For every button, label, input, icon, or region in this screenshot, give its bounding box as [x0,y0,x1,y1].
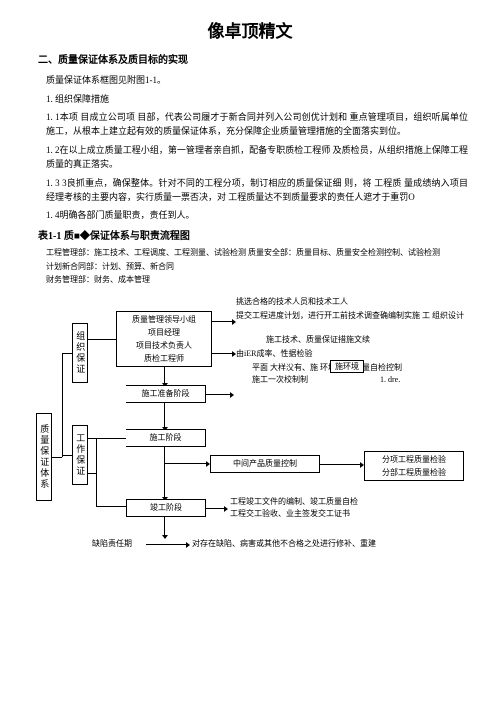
mid-product-qc: 中间产品质量控制 [210,455,320,473]
conn [62,455,72,456]
rt5: 平⾯ ⼤样㳇有、施 环境 工程质量自检控制 [252,363,402,373]
conn [96,438,97,506]
conn [164,463,165,497]
conn [206,394,230,395]
rt3: 施工技术、质量保证措施文续 [266,335,370,345]
mgmt-b: 项目经理 [148,328,180,338]
s1-heading: 1. 组织保障措施 [46,92,468,106]
conn [62,353,72,354]
s1-4: 1. 4明确各部门质量职责，责任到人。 [46,208,468,222]
stage-construct: 施工阶段 [126,429,206,447]
mgmt-a: 质量管理领导小组 [132,315,196,325]
conn [96,506,126,507]
sub-qc-b: 分部工程质量检验 [382,468,446,478]
env-box: 施环境 [330,360,364,373]
mgmt-c: 项目技术负责人 [136,341,192,351]
conn [164,517,165,535]
conn [164,447,165,463]
conn [212,321,232,322]
s1-1: 1. 1本项 目成立公司项 目部，代表公司履才于新合同并列入公司创优计划和 重点… [46,110,468,139]
mgmt-d: 质检工程师 [144,354,184,364]
conn [212,353,232,354]
intro-para: 质量保证体系框图见附图1-1。 [46,73,468,87]
row-b: 计划新合同部：计划、预算、新合同 [46,261,468,274]
flow-diagram: 质量保证体系 组织保证 工作保证 质量管理领导小组 项目经理 项目技术负责人 质… [36,293,466,553]
conn [320,464,360,465]
s1-3: 1. 3 3良抓重点，确保整体。针对不同的工程分项，制订相应的质量保证细 则，将… [46,176,468,205]
row-c: 财务管理部：财务、成本管理 [46,274,468,287]
section-heading: 二、质量保证体系及质目标的实现 [38,53,468,69]
rt2: 提交工程进度计划，进行开工前技术调查确编制实施 工 组织设计 [236,311,466,321]
row-a: 工程管理部：施工技术、工程调度、工程测量、试验检测 质量安全部：质量目标、质量安… [46,247,468,260]
conn [88,339,116,340]
s3-txt1: 工程竣工文件的编制、竣工质量自检 [230,497,358,507]
col-org-guarantee: 组织保证 [72,323,88,383]
conn [88,473,96,474]
rt6: 施⼯⼀次校制制 1. dre. [252,375,400,385]
sub-qc-a: 分项工程质量检验 [382,455,446,465]
rt1: 挑选合格的技术人员和技术工人 [236,297,348,307]
sub-qc-box: 分项工程质量检验 分部工程质量检验 [364,451,464,481]
defect-period: 缺陷责任期 [92,539,132,549]
table-caption: 表1-1 质■◆保证体系与职责流程图 [38,229,468,245]
col-work-guarantee: 工作保证 [72,425,88,485]
rt4: 由iER成率、性据检验 [236,349,312,359]
conn [164,367,165,383]
s3-txt2: 工程交工验收、业主签发交工证书 [230,509,350,519]
stage-complete: 竣工阶段 [126,499,206,517]
conn [62,353,63,457]
stage-prep: 施工准备阶段 [126,385,206,403]
conn [206,508,224,509]
col-qa-system: 质量保证体系 [36,413,52,501]
rt5-span: 平⾯ ⼤样㳇有、施 环境 工程质量自检控制 [252,363,402,372]
conn [164,463,206,464]
page-title: 像卓顶精文 [32,18,468,45]
conn [52,457,62,458]
conn [88,438,126,439]
defect-action: 对存在缺陷、病害或其他不合格之处进行修补、重建 [192,539,376,549]
conn [146,544,186,545]
mgmt-group-box: 质量管理领导小组 项目经理 项目技术负责人 质检工程师 [116,311,212,367]
page: 像卓顶精文 二、质量保证体系及质目标的实现 质量保证体系框图见附图1-1。 1.… [0,0,500,708]
s1-2: 1. 2在以上成立质量工程小组，第一管理者亲自抓，配备专职质检工程师 及质检员，… [46,143,468,172]
conn [164,403,165,427]
